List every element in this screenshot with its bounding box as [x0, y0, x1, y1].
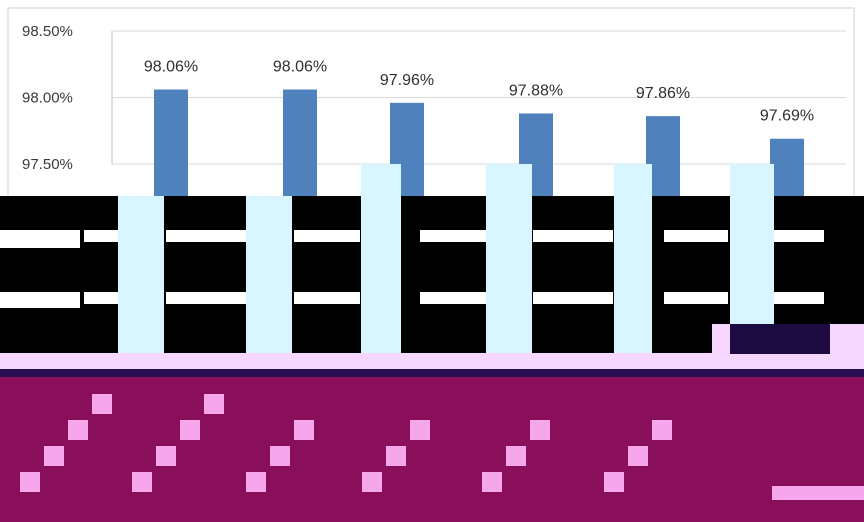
bar	[770, 138, 804, 196]
bars-layer	[154, 89, 804, 196]
bar	[283, 89, 317, 196]
bar	[154, 89, 188, 196]
bar	[390, 102, 424, 196]
bar	[646, 116, 680, 196]
data-label: 97.96%	[380, 72, 434, 89]
y-tick-label: 98.50%	[22, 23, 73, 40]
data-label: 98.06%	[273, 59, 327, 76]
data-label: 98.06%	[144, 59, 198, 76]
y-tick-label: 98.00%	[22, 90, 73, 107]
data-label: 97.86%	[636, 85, 690, 102]
data-label: 97.88%	[509, 82, 563, 99]
labels-layer: 98.50% 98.00% 97.50% 98.06% 98.06% 97.96% 97.8…	[22, 23, 814, 173]
grid-layer	[111, 30, 846, 165]
data-label: 97.69%	[760, 108, 814, 125]
bar	[519, 113, 553, 196]
y-tick-label: 97.50%	[22, 156, 73, 173]
